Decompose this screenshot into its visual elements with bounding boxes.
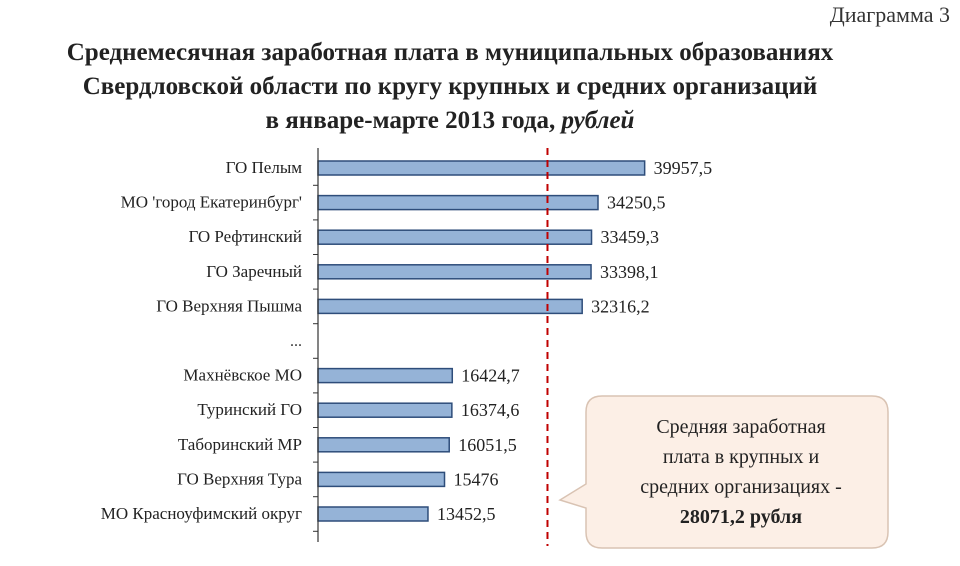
category-label: МО Красноуфимский округ [101, 504, 302, 523]
bar [317, 194, 599, 211]
bar [317, 506, 429, 522]
title-line-1: Среднемесячная заработная плата в муници… [66, 39, 834, 66]
title-line-3: в январе-марте 2013 года, [265, 107, 556, 134]
bar [317, 402, 453, 418]
category-label: Туринский ГО [197, 400, 302, 419]
value-label: 34250,5 [607, 193, 666, 213]
bar [317, 471, 446, 488]
diagram-label: Диаграмма 3 [829, 2, 950, 27]
callout-line-2: плата в крупных и [662, 446, 820, 468]
category-label: МО 'город Екатеринбург' [121, 193, 302, 212]
average-callout: Средняя заработная плата в крупных и сре… [598, 412, 884, 532]
bar [317, 367, 454, 384]
callout-line-1: Средняя заработная [656, 416, 826, 438]
value-label: 16374,6 [461, 400, 520, 420]
callout-line-3: средних организациях - [640, 476, 842, 498]
value-label: 33398,1 [600, 262, 659, 282]
bar [317, 229, 593, 245]
bar [317, 160, 646, 176]
bar [317, 298, 583, 315]
callout-value: 28071,2 рубля [679, 506, 803, 528]
category-label: Махнёвское МО [183, 366, 302, 385]
chart-title: Среднемесячная заработная плата в муници… [0, 36, 900, 138]
category-label: ГО Пелым [226, 158, 303, 177]
title-line-2: Свердловской области по кругу крупных и … [82, 73, 818, 100]
callout-box [558, 395, 889, 549]
value-label: 16424,7 [461, 366, 520, 386]
category-ellipsis: ... [290, 333, 302, 350]
value-label: 33459,3 [601, 227, 660, 247]
bar [317, 264, 592, 280]
ticks-layer [313, 184, 318, 532]
labels-layer: ГО Пелым 39957,5 МО 'город Екатеринбург' 34… [101, 158, 712, 524]
category-label: ГО Верхняя Пышма [156, 296, 302, 315]
value-label: 39957,5 [654, 158, 713, 178]
value-label: 15476 [454, 469, 499, 489]
value-label: 13452,5 [437, 504, 496, 524]
category-label: ГО Рефтинский [188, 227, 302, 246]
title-unit: рублей [561, 107, 635, 134]
category-label: ГО Верхняя Тура [177, 469, 302, 488]
value-label: 32316,2 [591, 296, 650, 316]
category-label: ГО Заречный [206, 262, 302, 281]
bar [317, 437, 450, 453]
value-label: 16051,5 [458, 435, 517, 455]
category-label: Таборинский МР [178, 435, 302, 454]
